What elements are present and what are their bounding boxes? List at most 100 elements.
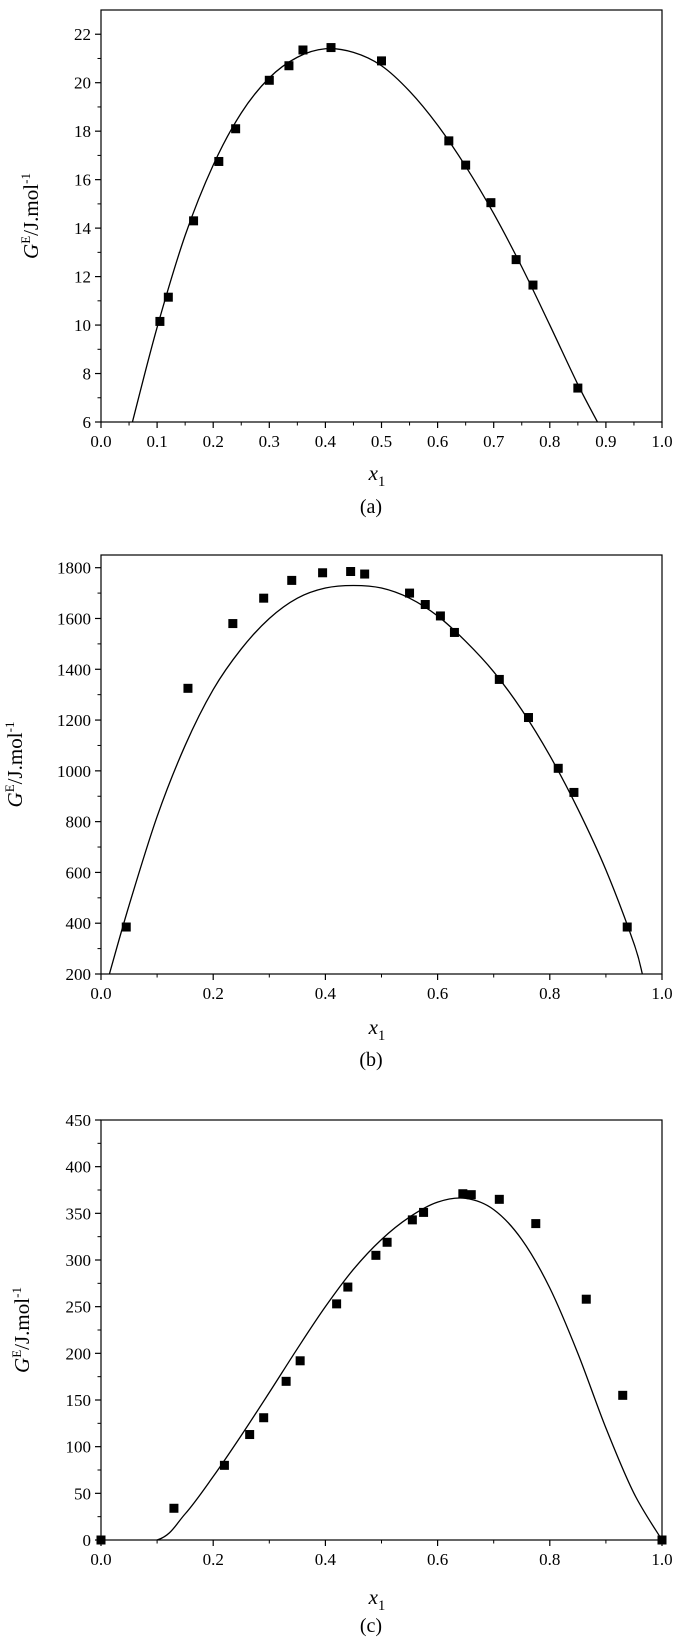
x-tick-label: 0.0 <box>90 432 111 451</box>
y-axis-label-sup2: -1 <box>9 1287 24 1298</box>
y-tick-label: 800 <box>66 813 92 832</box>
data-point <box>371 1250 381 1260</box>
y-axis-label-main: G <box>19 244 43 259</box>
x-tick-label: 0.1 <box>146 432 167 451</box>
x-tick-label: 0.2 <box>203 432 224 451</box>
y-axis-label-rest: /J.mol <box>3 732 27 784</box>
data-point <box>295 1356 305 1366</box>
data-point <box>420 600 430 610</box>
y-axis-label-sup: E <box>18 236 33 244</box>
y-tick-label: 1200 <box>57 711 91 730</box>
x-tick-label: 1.0 <box>651 984 672 1003</box>
y-axis-label-sup2: -1 <box>2 722 17 733</box>
data-point <box>343 1282 353 1292</box>
fit-curve <box>108 584 643 974</box>
y-tick-label: 250 <box>66 1298 92 1317</box>
data-point <box>287 575 297 585</box>
fit-curve <box>131 47 599 422</box>
panel-caption: (a) <box>360 496 382 518</box>
y-tick-label: 6 <box>83 413 92 432</box>
data-point <box>528 280 538 290</box>
x-tick-label: 0.4 <box>315 984 337 1003</box>
data-point <box>360 569 370 579</box>
data-point <box>332 1299 342 1309</box>
y-axis-label-sup: E <box>9 1350 24 1358</box>
y-axis-label-main: G <box>10 1358 34 1373</box>
data-point <box>121 922 131 932</box>
data-point <box>581 1294 591 1304</box>
data-point <box>281 1376 291 1386</box>
y-tick-label: 20 <box>74 74 91 93</box>
x-axis-label-sub: 1 <box>378 474 386 490</box>
x-tick-label: 0.4 <box>315 1550 337 1569</box>
data-point <box>228 619 238 629</box>
y-tick-label: 100 <box>66 1438 92 1457</box>
data-point <box>231 124 241 134</box>
y-tick-label: 50 <box>74 1484 91 1503</box>
y-tick-label: 1800 <box>57 559 91 578</box>
data-point <box>657 1535 667 1545</box>
data-point <box>523 713 533 723</box>
y-tick-label: 300 <box>66 1251 92 1270</box>
y-axis-label-sup: E <box>2 784 17 792</box>
data-point <box>96 1535 106 1545</box>
data-point <box>458 1189 468 1199</box>
y-tick-label: 0 <box>83 1531 92 1550</box>
data-point <box>494 1194 504 1204</box>
y-tick-label: 22 <box>74 25 91 44</box>
data-point <box>486 198 496 208</box>
x-axis-label-sub: 1 <box>378 1598 386 1614</box>
data-point <box>405 588 415 598</box>
x-axis-label-main: x <box>368 1015 379 1039</box>
y-tick-label: 18 <box>74 122 91 141</box>
y-tick-label: 150 <box>66 1391 92 1410</box>
data-point <box>466 1190 476 1200</box>
y-tick-label: 200 <box>66 965 92 984</box>
y-axis-label-rest: /J.mol <box>19 184 43 236</box>
data-point <box>419 1207 429 1217</box>
y-tick-label: 350 <box>66 1204 92 1223</box>
y-tick-label: 12 <box>74 268 91 287</box>
x-tick-label: 0.2 <box>203 984 224 1003</box>
x-tick-label: 0.4 <box>315 432 337 451</box>
data-point <box>569 787 579 797</box>
data-point <box>461 160 471 170</box>
chart-panel: 0.0 0.1 0.2 0.3 0.4 0.5 0.6 0.7 0.8 0.9 1.0 6 8 10 12 1… <box>18 9 673 518</box>
data-point <box>259 1413 269 1423</box>
data-point <box>318 568 328 578</box>
x-tick-label: 0.5 <box>371 432 392 451</box>
y-tick-label: 400 <box>66 914 92 933</box>
x-tick-label: 0.2 <box>203 1550 224 1569</box>
data-point <box>346 567 356 577</box>
data-point <box>531 1219 541 1229</box>
y-tick-label: 400 <box>66 1158 92 1177</box>
plot-frame <box>100 1119 663 1541</box>
y-tick-label: 200 <box>66 1344 92 1363</box>
y-axis-label-rest: /J.mol <box>10 1298 34 1350</box>
x-tick-label: 0.8 <box>539 984 560 1003</box>
y-tick-label: 14 <box>74 219 92 238</box>
x-axis-label: x1 <box>368 1585 386 1614</box>
y-tick-label: 16 <box>74 171 91 190</box>
data-point <box>189 216 199 226</box>
x-tick-label: 1.0 <box>651 1550 672 1569</box>
x-tick-label: 0.6 <box>427 432 448 451</box>
chart-panel: 0.0 0.2 0.4 0.6 0.8 1.0 0 50 100 150 200 250 300 350 4… <box>9 1111 673 1637</box>
y-tick-label: 10 <box>74 316 91 335</box>
y-axis-label: GE/J.mol-1 <box>2 722 27 808</box>
data-point <box>494 674 504 684</box>
data-point <box>155 316 165 326</box>
data-point <box>163 292 173 302</box>
data-point <box>553 763 563 773</box>
y-tick-label: 8 <box>83 365 92 384</box>
y-tick-label: 1400 <box>57 660 91 679</box>
panel-caption: (b) <box>359 1049 382 1071</box>
data-point <box>259 593 269 603</box>
x-axis-label-sub: 1 <box>378 1028 386 1044</box>
x-axis-label: x1 <box>368 1015 386 1044</box>
data-point <box>618 1390 628 1400</box>
x-tick-label: 0.7 <box>483 432 505 451</box>
x-tick-label: 0.3 <box>259 432 280 451</box>
data-point <box>214 156 224 166</box>
